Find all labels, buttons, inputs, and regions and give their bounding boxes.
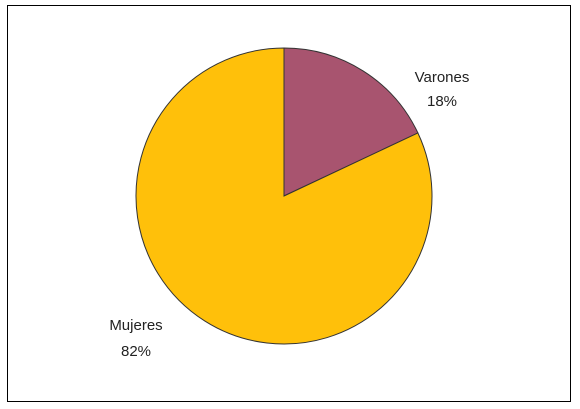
slice-label-varones-value: 18% (427, 93, 457, 110)
pie-slices (135, 47, 433, 345)
slice-label-varones-name: Varones (415, 69, 470, 86)
pie-slice-varones (283, 47, 419, 197)
slice-label-mujeres-value: 82% (121, 343, 151, 360)
pie-slice-mujeres (135, 47, 433, 345)
slice-label-mujeres-name: Mujeres (109, 317, 162, 334)
